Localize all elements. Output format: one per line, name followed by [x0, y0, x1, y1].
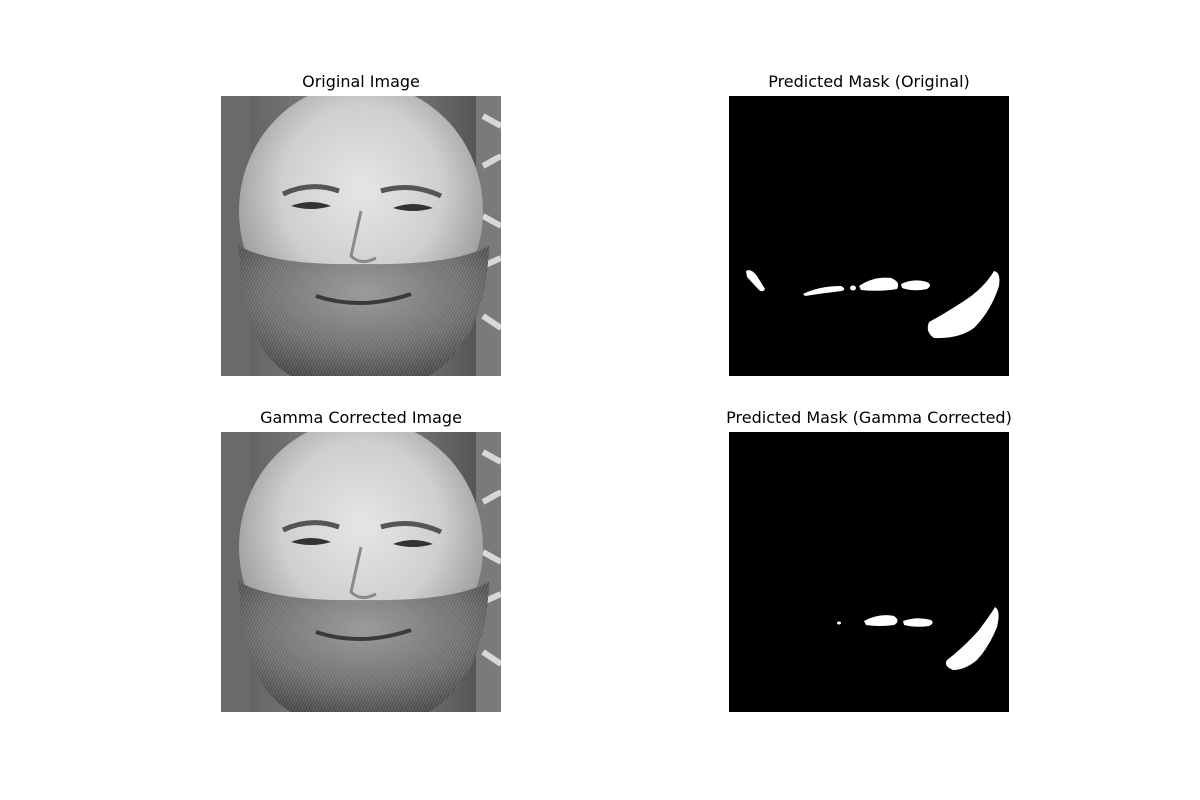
mask-gamma-corrected	[729, 432, 1009, 712]
panel-title-predicted-mask-gamma-corrected: Predicted Mask (Gamma Corrected)	[726, 408, 1012, 427]
predicted-mask-gamma-corrected-panel	[729, 432, 1009, 712]
face-photo-original	[221, 96, 501, 376]
panel-title-gamma-corrected-image: Gamma Corrected Image	[260, 408, 462, 427]
panel-title-original-image: Original Image	[302, 72, 420, 91]
panel-title-predicted-mask-original: Predicted Mask (Original)	[768, 72, 970, 91]
original-image-panel	[221, 96, 501, 376]
face-photo-gamma-corrected	[221, 432, 501, 712]
predicted-mask-original-panel	[729, 96, 1009, 376]
mask-original	[729, 96, 1009, 376]
gamma-corrected-image-panel	[221, 432, 501, 712]
